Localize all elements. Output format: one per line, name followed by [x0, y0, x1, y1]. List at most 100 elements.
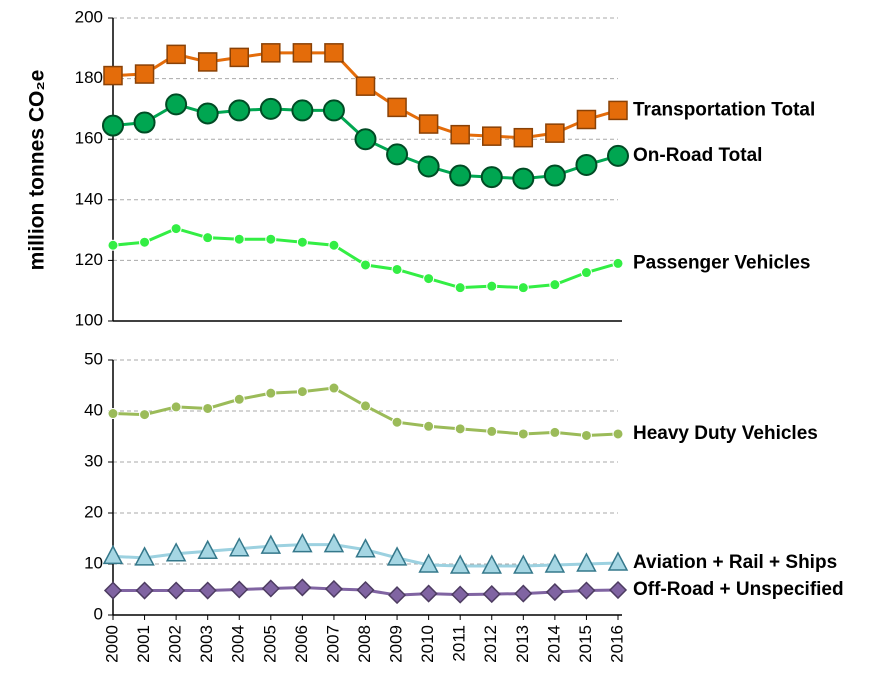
marker	[196, 102, 219, 125]
marker	[107, 408, 119, 420]
marker	[139, 409, 151, 421]
marker	[102, 544, 124, 565]
x-tick-label: 2000	[102, 625, 121, 663]
marker	[167, 581, 186, 600]
marker	[291, 99, 314, 122]
marker	[545, 582, 564, 602]
marker	[417, 155, 440, 178]
marker	[514, 584, 533, 603]
marker	[513, 127, 534, 148]
marker	[517, 282, 529, 294]
marker	[265, 233, 277, 245]
marker	[576, 109, 597, 130]
x-tick-label: 2002	[166, 625, 185, 663]
x-tick-label: 2013	[513, 625, 532, 663]
marker	[292, 533, 313, 553]
marker	[486, 280, 498, 292]
marker	[233, 233, 245, 245]
marker	[391, 263, 403, 275]
marker	[423, 420, 435, 432]
marker	[454, 423, 466, 435]
marker	[134, 546, 155, 566]
x-tick-label: 2001	[134, 625, 153, 663]
marker	[293, 578, 312, 597]
marker	[419, 584, 438, 603]
marker	[265, 387, 277, 399]
y-tick-label: 10	[84, 553, 103, 572]
marker	[260, 534, 282, 554]
marker	[197, 52, 218, 72]
marker	[418, 553, 439, 573]
marker	[449, 164, 472, 187]
marker	[480, 166, 503, 189]
legend-label: Transportation Total	[633, 99, 815, 120]
series-line	[112, 386, 619, 437]
marker	[449, 554, 471, 574]
marker	[292, 43, 313, 63]
marker	[102, 114, 124, 137]
x-tick-label: 2006	[292, 625, 311, 663]
marker	[544, 553, 566, 573]
marker	[356, 580, 375, 600]
x-tick-label: 2016	[607, 625, 626, 663]
marker	[612, 428, 624, 440]
marker	[450, 124, 470, 145]
y-tick-label: 140	[75, 189, 103, 208]
x-tick-label: 2003	[197, 625, 216, 663]
marker	[517, 428, 529, 440]
series-line	[112, 226, 619, 290]
marker	[324, 579, 343, 599]
legend-label: Aviation + Rail + Ships	[633, 552, 837, 573]
x-tick-label: 2005	[260, 625, 279, 663]
legend-label: Heavy Duty Vehicles	[633, 423, 818, 444]
marker	[607, 144, 629, 167]
x-tick-label: 2007	[323, 625, 342, 663]
marker	[230, 580, 249, 599]
marker	[322, 99, 345, 122]
marker	[139, 236, 151, 248]
x-tick-label: 2009	[387, 625, 406, 663]
marker	[387, 97, 407, 118]
marker	[202, 232, 214, 244]
marker	[296, 386, 308, 398]
marker	[165, 93, 188, 116]
marker	[607, 551, 629, 571]
marker	[170, 223, 182, 235]
marker	[198, 581, 217, 600]
marker	[549, 426, 561, 438]
marker	[360, 400, 371, 412]
x-tick-label: 2014	[544, 625, 563, 663]
marker	[612, 257, 624, 269]
x-tick-label: 2015	[576, 625, 595, 663]
marker	[229, 47, 249, 68]
y-tick-label: 160	[75, 129, 103, 148]
marker	[608, 580, 628, 600]
marker	[296, 236, 308, 248]
marker	[512, 167, 535, 190]
marker	[134, 64, 155, 84]
marker	[386, 546, 408, 566]
marker	[261, 579, 280, 598]
y-tick-label: 20	[84, 502, 103, 521]
marker	[324, 43, 344, 63]
y-tick-label: 200	[75, 7, 103, 26]
marker	[486, 425, 498, 437]
y-tick-label: 120	[75, 250, 103, 269]
marker	[580, 267, 592, 279]
marker	[608, 100, 628, 121]
marker	[451, 585, 470, 604]
marker	[360, 259, 371, 271]
marker	[354, 128, 377, 151]
marker	[229, 537, 250, 557]
marker	[166, 44, 186, 65]
marker	[577, 581, 596, 600]
marker	[386, 143, 409, 166]
marker	[170, 401, 182, 413]
legend-label: Off-Road + Unspecified	[633, 579, 844, 600]
y-tick-label: 50	[84, 349, 103, 368]
marker	[545, 123, 565, 143]
marker	[233, 393, 245, 405]
marker	[391, 416, 403, 428]
marker	[165, 542, 187, 562]
